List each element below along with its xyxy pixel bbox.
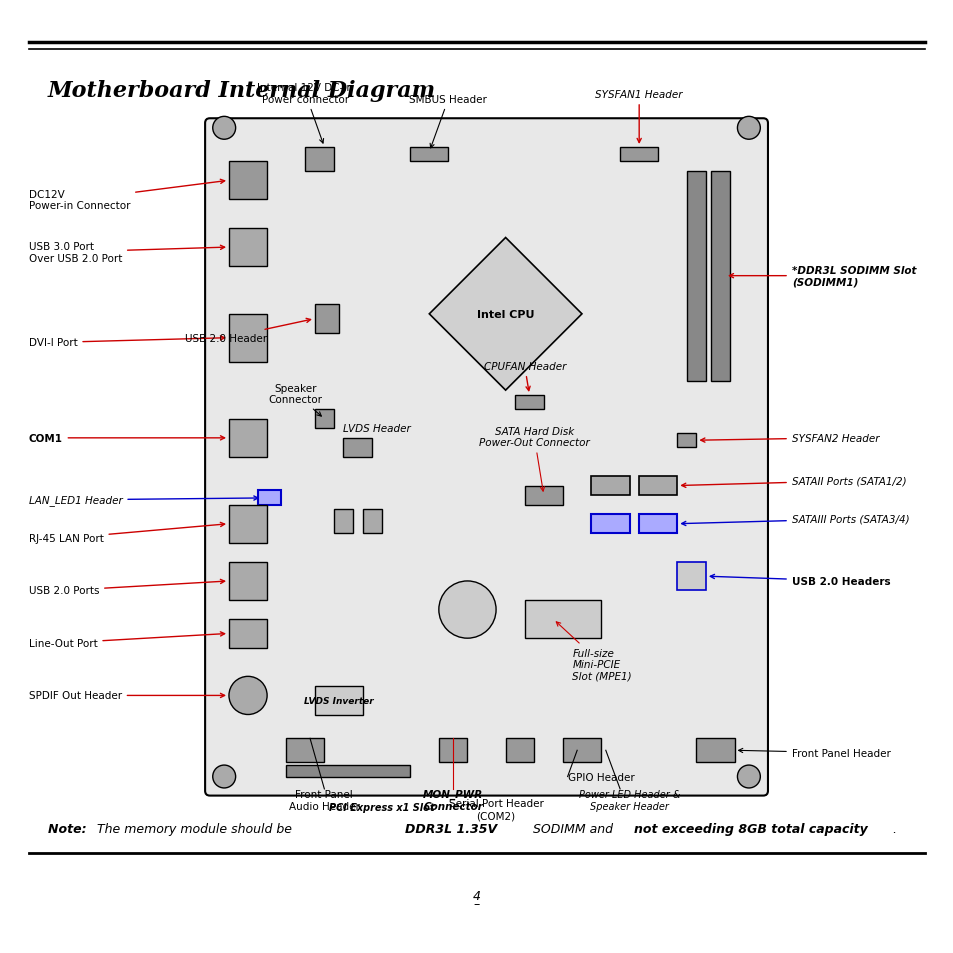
Bar <box>286 739 324 762</box>
Bar <box>591 515 629 534</box>
Bar <box>229 562 267 600</box>
Bar <box>286 765 410 777</box>
Text: 4: 4 <box>473 889 480 902</box>
Text: SATAIII Ports (SATA3/4): SATAIII Ports (SATA3/4) <box>681 515 908 526</box>
Text: SODIMM and: SODIMM and <box>529 822 617 836</box>
Circle shape <box>213 117 235 140</box>
Bar <box>314 410 334 429</box>
Bar <box>229 314 267 362</box>
Text: SMBUS Header: SMBUS Header <box>409 95 487 149</box>
Text: not exceeding 8GB total capacity: not exceeding 8GB total capacity <box>634 822 867 836</box>
Text: LVDS Header: LVDS Header <box>343 424 411 434</box>
Text: –: – <box>474 897 479 910</box>
Text: LVDS Inverter: LVDS Inverter <box>303 696 374 705</box>
Text: CPUFAN Header: CPUFAN Header <box>483 362 565 392</box>
Text: Note:: Note: <box>48 822 91 836</box>
Bar <box>524 600 600 639</box>
Bar <box>591 476 629 496</box>
Text: Intel CPU: Intel CPU <box>476 310 534 319</box>
Bar <box>677 562 705 591</box>
Text: DDR3L 1.35V: DDR3L 1.35V <box>405 822 497 836</box>
Polygon shape <box>429 238 581 391</box>
Text: LAN_LED1 Header: LAN_LED1 Header <box>29 495 257 506</box>
Bar <box>696 739 734 762</box>
Circle shape <box>213 765 235 788</box>
Text: USB 2.0 Headers: USB 2.0 Headers <box>710 575 889 586</box>
Text: USB 2.0 Ports: USB 2.0 Ports <box>29 579 224 596</box>
Bar <box>505 739 534 762</box>
Bar <box>515 395 543 410</box>
Bar <box>438 739 467 762</box>
FancyBboxPatch shape <box>205 119 767 796</box>
Bar <box>639 515 677 534</box>
Circle shape <box>438 581 496 639</box>
Text: USB 2.0 Header: USB 2.0 Header <box>185 319 311 343</box>
Bar <box>229 505 267 543</box>
Bar <box>639 476 677 496</box>
Bar <box>677 434 696 448</box>
Text: Front Panel
Audio Header: Front Panel Audio Header <box>289 789 359 811</box>
Text: SATA Hard Disk
Power-Out Connector: SATA Hard Disk Power-Out Connector <box>478 426 589 492</box>
Text: SATAII Ports (SATA1/2): SATAII Ports (SATA1/2) <box>681 476 905 488</box>
Bar <box>410 148 448 162</box>
Text: Motherboard Internal Diagram: Motherboard Internal Diagram <box>48 79 436 102</box>
Bar <box>562 739 600 762</box>
Bar <box>305 148 334 172</box>
Bar <box>229 229 267 267</box>
Text: Internal 12V DC-in
Power connector: Internal 12V DC-in Power connector <box>257 83 353 144</box>
Text: PCI Express x1 Slot: PCI Express x1 Slot <box>329 802 434 812</box>
Text: SPDIF Out Header: SPDIF Out Header <box>29 691 224 700</box>
Text: DVI-I Port: DVI-I Port <box>29 336 224 348</box>
Text: SYSFAN1 Header: SYSFAN1 Header <box>595 91 682 143</box>
Circle shape <box>737 765 760 788</box>
Bar <box>229 619 267 648</box>
Text: .: . <box>891 822 895 836</box>
Text: Line-Out Port: Line-Out Port <box>29 632 224 648</box>
Bar <box>686 172 705 381</box>
Text: Front Panel Header: Front Panel Header <box>738 748 890 758</box>
Bar <box>229 419 267 457</box>
Text: SYSFAN2 Header: SYSFAN2 Header <box>700 434 879 443</box>
Circle shape <box>229 677 267 715</box>
Bar <box>343 438 372 457</box>
Bar <box>334 510 353 534</box>
Bar <box>619 148 658 162</box>
Text: Serial Port Header
(COM2): Serial Port Header (COM2) <box>448 799 543 821</box>
Text: COM1: COM1 <box>29 434 224 443</box>
Text: Speaker
Connector: Speaker Connector <box>269 383 322 416</box>
Text: Power LED Header &
Speaker Header: Power LED Header & Speaker Header <box>578 789 679 811</box>
Bar <box>524 486 562 505</box>
Text: MON_PWR
Connector: MON_PWR Connector <box>422 789 483 811</box>
Text: Full-size
Mini-PCIE
Slot (MPE1): Full-size Mini-PCIE Slot (MPE1) <box>556 622 631 681</box>
Text: RJ-45 LAN Port: RJ-45 LAN Port <box>29 523 224 543</box>
Bar <box>229 162 267 200</box>
Circle shape <box>737 117 760 140</box>
Text: The memory module should be: The memory module should be <box>97 822 296 836</box>
Text: USB 3.0 Port
Over USB 2.0 Port: USB 3.0 Port Over USB 2.0 Port <box>29 242 224 263</box>
Bar <box>362 510 381 534</box>
Bar <box>314 305 338 334</box>
Text: GPIO Header: GPIO Header <box>567 772 634 781</box>
Bar <box>314 686 362 715</box>
Text: *DDR3L SODIMM Slot
(SODIMM1): *DDR3L SODIMM Slot (SODIMM1) <box>729 266 916 287</box>
Bar <box>257 491 281 505</box>
Text: DC12V
Power-in Connector: DC12V Power-in Connector <box>29 180 224 211</box>
Bar <box>710 172 729 381</box>
